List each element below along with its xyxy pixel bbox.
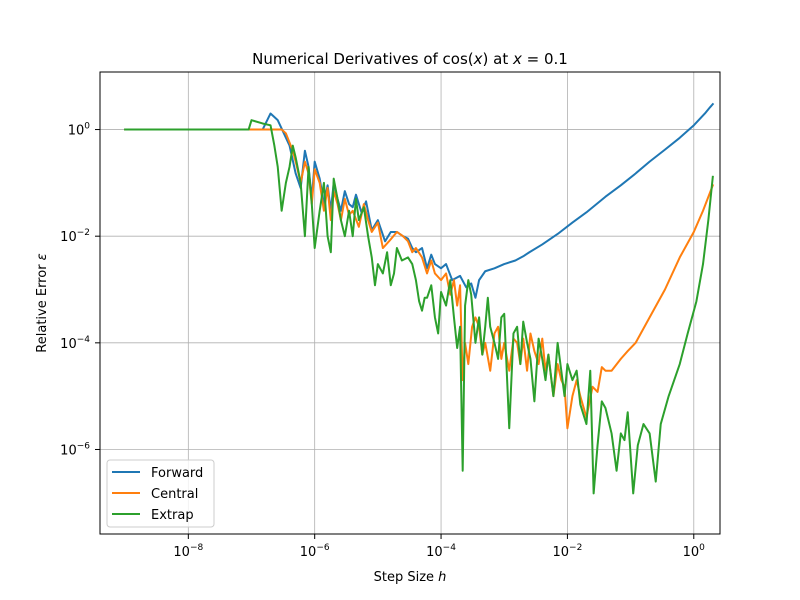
x-tick-label-exp: −2 [569, 543, 582, 553]
y-tick-label-base: 10 [60, 443, 77, 458]
y-tick-label-exp: 0 [84, 122, 90, 132]
x-tick-label: 10−6 [300, 543, 330, 560]
x-tick-label-exp: −6 [316, 543, 330, 553]
chart-title-var1: x [473, 50, 483, 68]
y-tick-label-base: 10 [68, 124, 85, 139]
x-axis-label-text: Step Size [374, 570, 439, 585]
y-tick-label-exp: −4 [77, 335, 91, 345]
x-tick-label-exp: −8 [190, 543, 204, 553]
series-layer [124, 102, 715, 495]
y-tick-label-base: 10 [60, 230, 77, 245]
series-line-extrap [124, 119, 714, 495]
x-tick-label: 10−8 [173, 543, 203, 560]
y-tick-label-exp: −6 [77, 441, 91, 451]
x-axis-label: Step Size h [374, 570, 447, 585]
x-axis: 10−8 10−6 10−4 10−2 100 [173, 534, 705, 560]
x-tick-label: 10−4 [426, 543, 456, 560]
x-tick-label-base: 10 [173, 545, 190, 560]
chart-title: Numerical Derivatives of cos(x) at x = 0… [252, 50, 568, 68]
y-axis-label-text: Relative Error [35, 260, 50, 352]
x-tick-label: 100 [683, 543, 706, 560]
y-tick-label: 10−2 [60, 228, 90, 245]
legend-label-extrap: Extrap [151, 508, 194, 523]
x-tick-label-exp: 0 [699, 543, 705, 553]
x-tick-label-base: 10 [300, 545, 317, 560]
x-tick-label-base: 10 [683, 545, 700, 560]
x-axis-label-var: h [438, 570, 446, 585]
legend-label-central: Central [151, 487, 198, 502]
plot-frame [99, 71, 721, 535]
chart-title-eq: = 0.1 [522, 50, 568, 68]
y-tick-label: 10−4 [60, 335, 90, 352]
chart-title-var2: x [512, 50, 522, 68]
y-tick-label-base: 10 [60, 337, 77, 352]
y-tick-label: 100 [68, 122, 91, 139]
legend: Forward Central Extrap [106, 459, 215, 528]
x-tick-label-base: 10 [553, 545, 570, 560]
y-tick-label-exp: −2 [77, 228, 90, 238]
x-tick-label-exp: −4 [443, 543, 457, 553]
x-tick-label-base: 10 [426, 545, 443, 560]
y-axis-label: Relative Error ε [35, 253, 50, 352]
y-axis-label-var: ε [35, 253, 50, 260]
y-tick-label: 10−6 [60, 441, 90, 458]
legend-label-forward: Forward [151, 466, 203, 481]
chart-title-prefix: Numerical Derivatives of cos( [252, 50, 474, 68]
chart-title-middle: ) at [483, 50, 513, 68]
x-tick-label: 10−2 [553, 543, 583, 560]
legend-frame [106, 459, 215, 528]
